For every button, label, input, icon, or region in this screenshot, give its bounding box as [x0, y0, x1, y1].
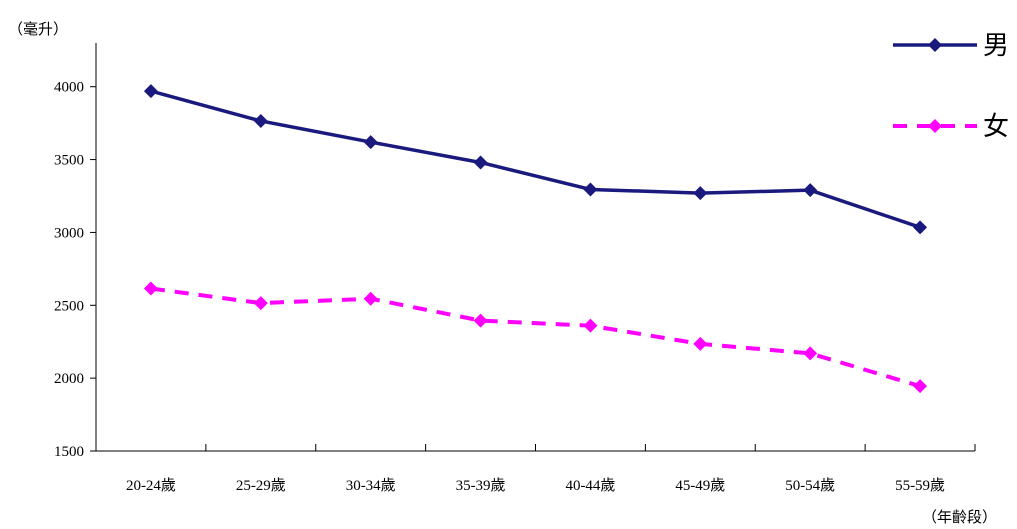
data-point — [913, 220, 928, 235]
y-tick-label: 2000 — [54, 371, 84, 387]
data-point — [693, 186, 708, 201]
data-point — [143, 84, 158, 99]
y-axis-ticks: 1500 2000 2500 3000 3500 4000 — [54, 80, 96, 460]
data-point — [473, 313, 488, 328]
data-point — [803, 346, 818, 361]
x-tick-label: 25-29歲 — [236, 477, 286, 494]
series-line-0 — [150, 89, 921, 229]
data-point — [913, 379, 928, 394]
y-tick-label: 3500 — [54, 153, 84, 169]
legend-label-0: 男 — [983, 31, 1009, 61]
legend: 男女 — [893, 31, 1009, 142]
y-axis-unit-label: （毫升） — [8, 20, 68, 38]
data-point — [143, 281, 158, 296]
x-tick-label: 40-44歲 — [565, 477, 615, 494]
data-point — [473, 155, 488, 170]
legend-marker-0 — [928, 38, 942, 52]
x-axis-ticks: 20-24歲 25-29歲 30-34歲 35-39歲 40-44歲 45-49歲 50-5… — [95, 444, 976, 494]
x-axis-unit-label: （年齡段） — [922, 508, 997, 526]
x-tick-label: 45-49歲 — [675, 477, 725, 494]
data-point — [363, 135, 378, 150]
x-tick-label: 20-24歲 — [126, 477, 176, 494]
y-tick-label: 4000 — [54, 80, 84, 96]
data-point — [363, 291, 378, 306]
series-layer — [143, 84, 928, 394]
legend-label-1: 女 — [983, 112, 1009, 142]
data-point — [253, 296, 268, 311]
y-tick-label: 2500 — [54, 298, 84, 314]
data-point — [253, 113, 268, 128]
data-point — [583, 318, 598, 333]
legend-marker-1 — [928, 119, 942, 133]
x-tick-label: 50-54歲 — [785, 477, 835, 494]
data-point — [803, 183, 818, 198]
data-point — [693, 336, 708, 351]
x-tick-label: 35-39歲 — [456, 477, 506, 494]
x-tick-label: 30-34歲 — [346, 477, 396, 494]
series-line-1 — [150, 286, 921, 389]
y-tick-label: 3000 — [54, 225, 84, 241]
x-tick-label: 55-59歲 — [895, 477, 945, 494]
data-point — [583, 182, 598, 197]
y-tick-label: 1500 — [54, 444, 84, 460]
